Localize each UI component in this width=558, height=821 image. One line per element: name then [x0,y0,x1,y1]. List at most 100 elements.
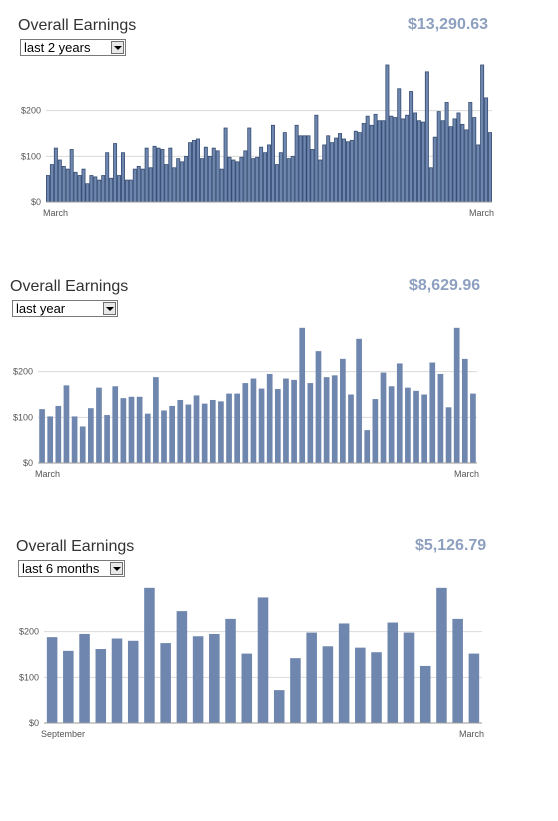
bar [201,403,208,463]
bar [223,127,228,203]
bar [419,665,431,723]
bar [39,409,45,463]
bar [63,650,74,723]
bar [185,404,192,463]
bar [294,124,299,203]
bar [348,394,354,463]
chevron-down-icon[interactable] [110,562,123,575]
bar [144,147,149,203]
bar [209,399,216,463]
bar [109,177,114,203]
bar [440,120,445,203]
bar [235,161,240,203]
chevron-down-icon[interactable] [103,302,116,315]
bar [393,117,398,203]
bar [88,408,94,463]
panel-title: Overall Earnings [16,538,135,555]
bar [89,175,94,203]
period-select[interactable]: last 6 months [18,560,125,577]
bar [310,149,315,203]
bar [79,426,86,463]
bar [57,159,62,203]
bar [219,168,224,203]
earnings-total: $5,126.79 [415,537,487,554]
bar [452,118,457,203]
bar [314,114,319,203]
y-tick-label: $200 [21,106,41,116]
bar [193,395,200,463]
panel-title: Overall Earnings [18,17,137,34]
period-select-value: last 6 months [22,561,100,576]
bar [437,373,444,463]
bar [250,378,257,463]
bar [488,132,493,203]
bar [436,111,441,203]
x-tick-label: September [41,729,85,739]
bar [429,362,436,463]
bar [355,647,366,723]
bar [397,88,402,203]
bar [270,124,275,203]
bar [258,388,265,463]
bar [160,643,171,723]
period-select[interactable]: last 2 years [20,39,126,56]
period-select-value: last 2 years [24,40,91,55]
bar [148,167,153,203]
bar [476,144,481,203]
bar [369,124,374,203]
bar [338,623,350,723]
bar [306,135,311,203]
bar [306,632,317,723]
y-tick-label: $0 [31,197,41,207]
bar [385,64,390,203]
bar [128,396,135,463]
bar [468,653,480,723]
bar [353,130,358,203]
earnings-bar-chart: $0 $100 $200 September March [19,587,484,739]
y-tick-label: $0 [29,718,39,728]
bar [124,179,129,203]
bar [111,638,123,723]
bar [211,147,216,203]
bar [448,126,453,203]
bar [120,398,127,463]
bar [63,385,70,463]
bar [45,175,50,203]
bar [47,416,54,463]
bar [144,587,155,723]
bar [152,145,157,203]
bar [243,150,248,203]
bar [199,158,204,203]
bar [160,149,165,203]
bar [278,152,283,203]
period-select[interactable]: last year [12,300,118,317]
y-tick-label: $200 [13,367,33,377]
bar [195,138,200,203]
bar [242,383,249,463]
earnings-total: $13,290.63 [408,16,489,33]
bar [184,155,189,203]
bar [227,156,232,203]
bar [330,142,335,203]
bar [156,147,161,203]
bar [117,175,122,203]
y-tick-label: $100 [19,672,39,682]
bar [273,690,285,723]
bar [65,168,70,203]
bar [318,159,323,203]
chevron-down-icon[interactable] [111,41,124,54]
bar [405,387,411,463]
bar [172,167,177,203]
bar [331,375,338,463]
bar [413,390,419,463]
bar [444,102,449,203]
bar [257,597,269,723]
bar [247,127,252,203]
bar [69,149,74,203]
bar [405,114,410,203]
bar [192,636,204,723]
bar [364,430,371,463]
bar [231,159,236,203]
bar [315,351,322,463]
bar [168,147,173,203]
